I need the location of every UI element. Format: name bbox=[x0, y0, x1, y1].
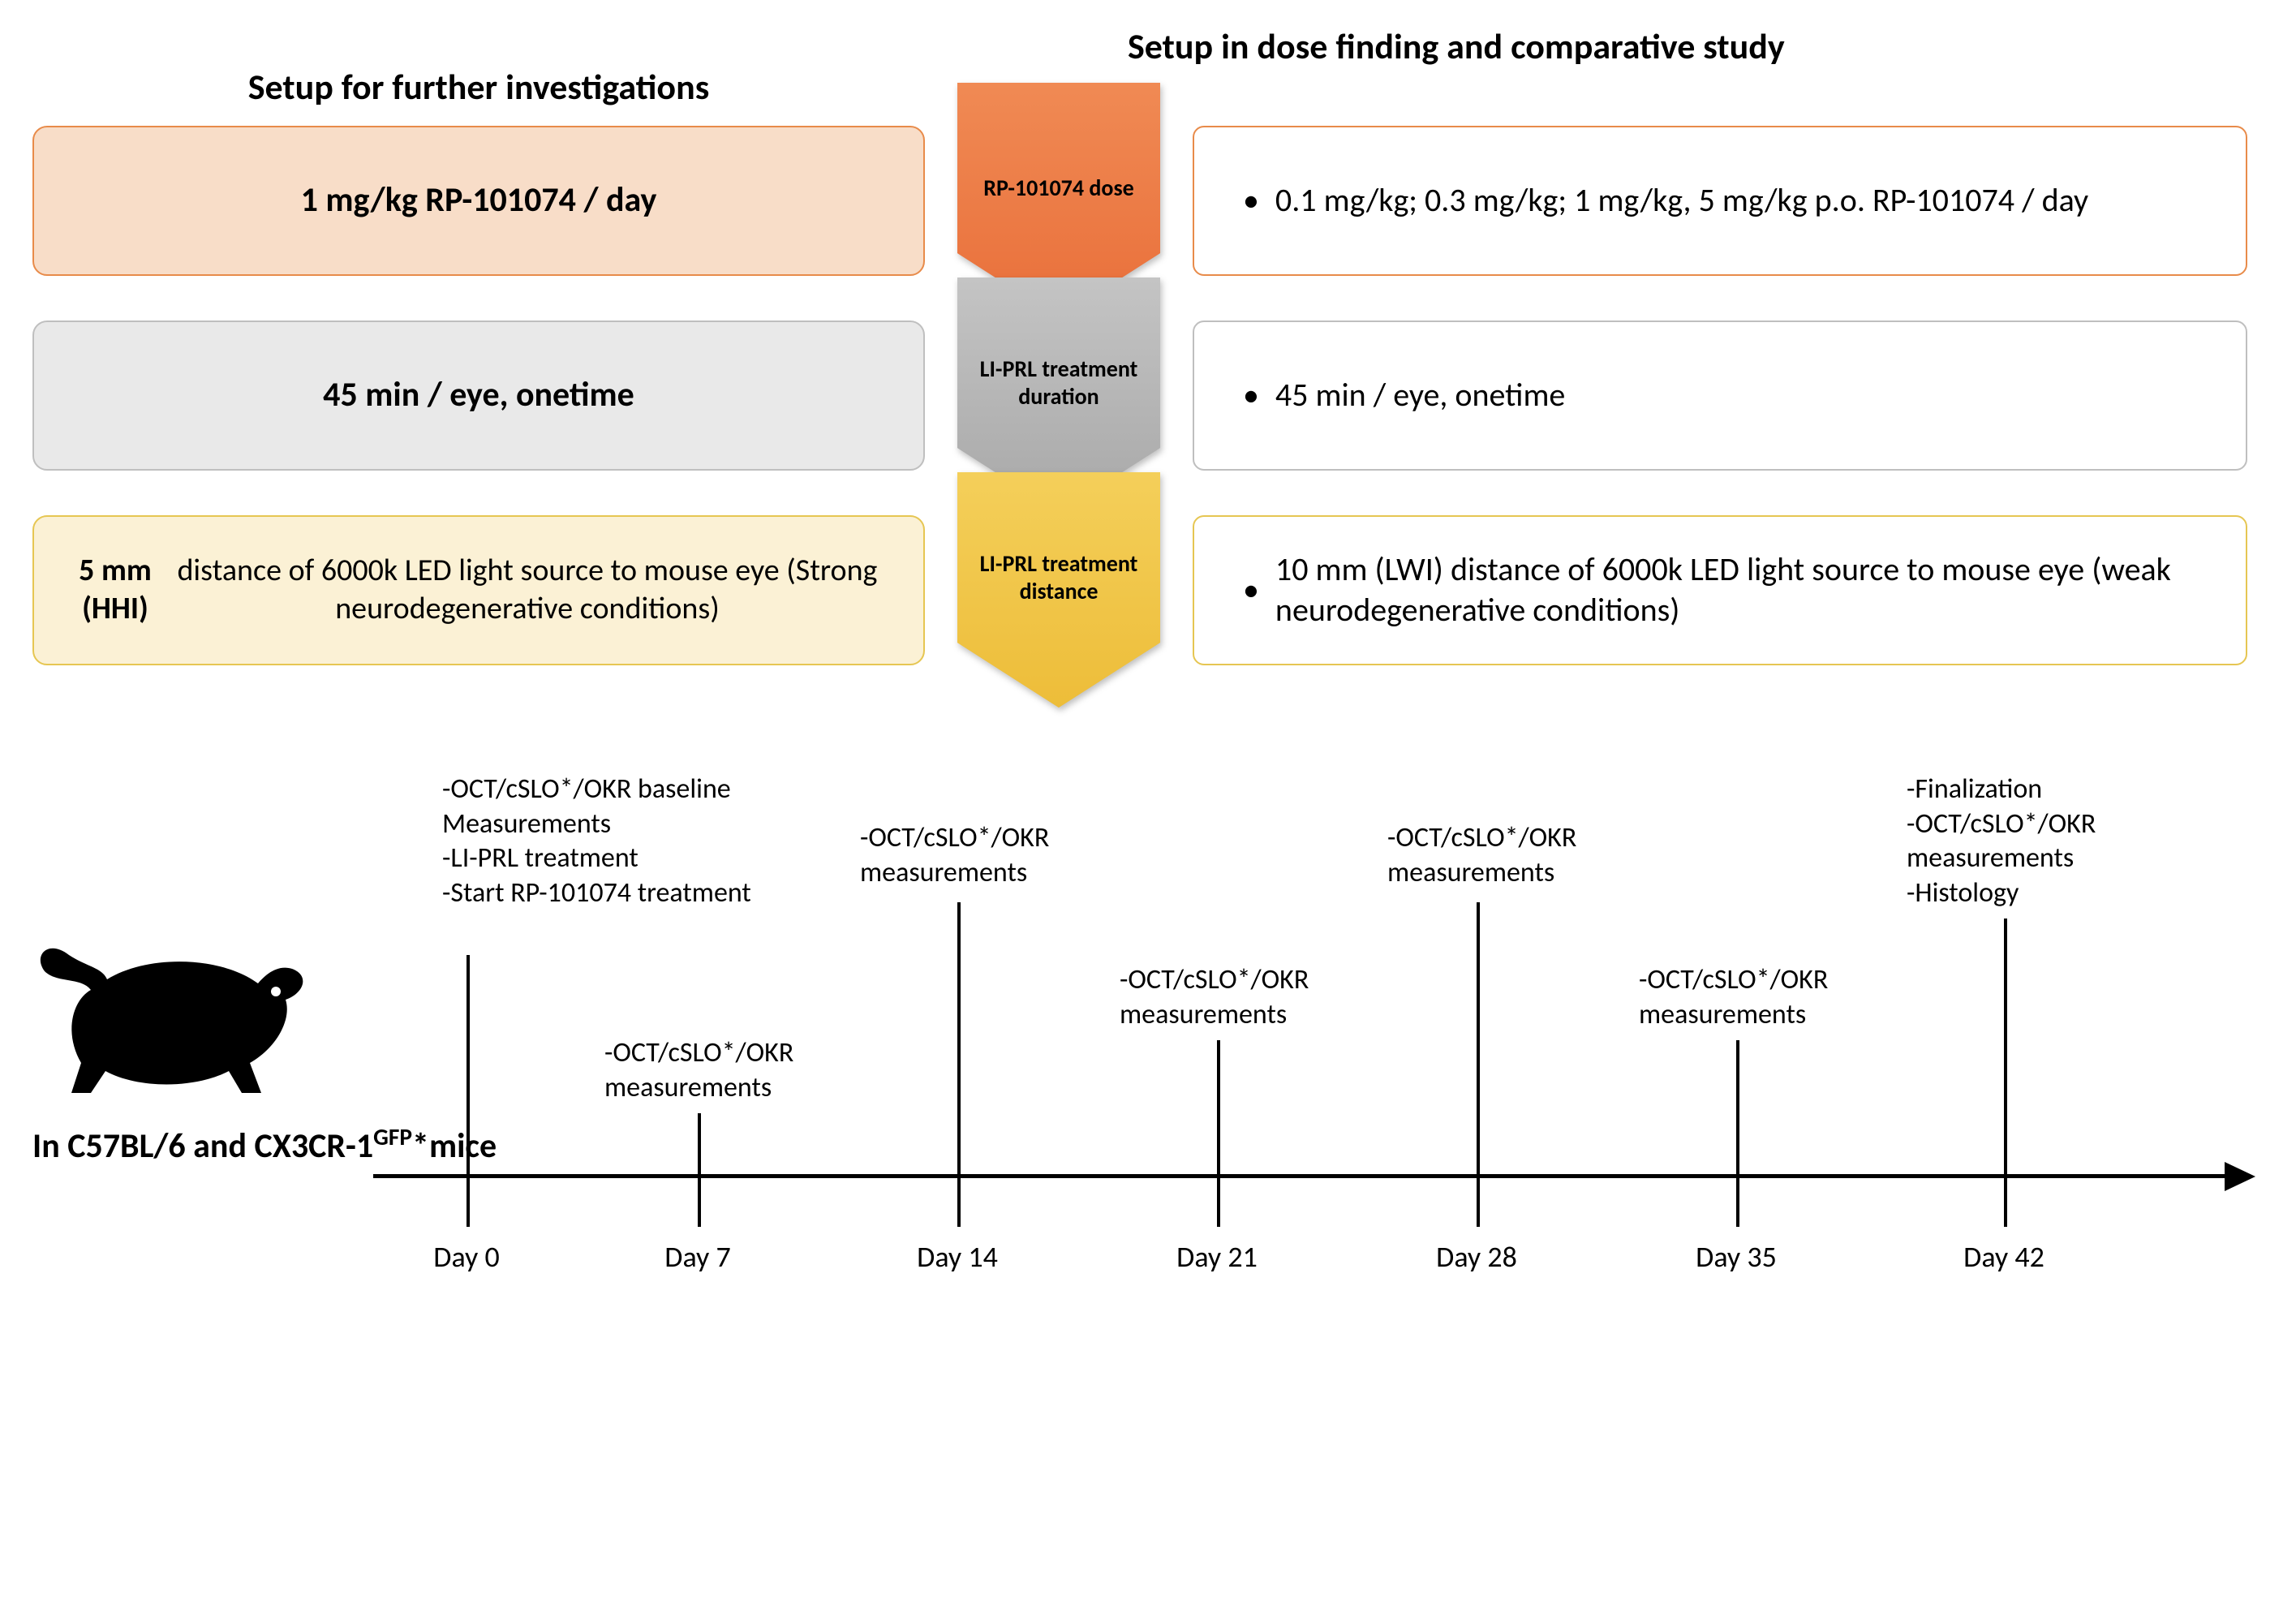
timeline-day-label: Day 42 bbox=[1963, 1239, 2044, 1275]
chevron-yellow: LI-PRL treatment distance bbox=[957, 472, 1160, 708]
timeline-tick bbox=[467, 955, 470, 1227]
timeline-event: -OCT/cSLO*/OKRmeasurements bbox=[1639, 963, 1828, 1032]
timeline-event: -OCT/cSLO*/OKRmeasurements bbox=[1387, 821, 1576, 890]
left-setup-box: 1 mg/kg RP-101074 / day bbox=[32, 126, 925, 276]
chevron-label: LI-PRL treatment distance bbox=[957, 550, 1160, 604]
timeline-day-label: Day 0 bbox=[433, 1239, 499, 1275]
header-left: Setup for further investigations bbox=[32, 65, 925, 109]
right-setup-text: 0.1 mg/kg; 0.3 mg/kg; 1 mg/kg, 5 mg/kg p… bbox=[1275, 180, 2213, 221]
left-setup-box: 45 min / eye, onetime bbox=[32, 321, 925, 471]
timeline-tick bbox=[1736, 1040, 1739, 1227]
chevron-label: RP-101074 dose bbox=[975, 174, 1142, 202]
timeline-day-label: Day 7 bbox=[664, 1239, 730, 1275]
timeline-day-label: Day 35 bbox=[1696, 1239, 1777, 1275]
timeline-event: -Finalization-OCT/cSLO*/OKRmeasurements-… bbox=[1907, 772, 2096, 910]
timeline-section: In C57BL/6 and CX3CR-1GFP*mice -OCT/cSLO… bbox=[32, 772, 2264, 1340]
right-setup-text: 10 mm (LWI) distance of 6000k LED light … bbox=[1275, 549, 2213, 630]
timeline-axis bbox=[373, 1174, 2231, 1178]
setup-row-orange: 1 mg/kg RP-101074 / day RP-101074 dose • 0.… bbox=[32, 115, 2264, 286]
timeline-tick bbox=[1217, 1040, 1220, 1227]
timeline-event: -OCT/cSLO*/OKRmeasurements bbox=[860, 821, 1049, 890]
timeline-tick bbox=[957, 902, 961, 1227]
right-setup-box: • 10 mm (LWI) distance of 6000k LED light… bbox=[1193, 515, 2247, 665]
bullet-icon: • bbox=[1243, 375, 1259, 415]
right-setup-box: • 45 min / eye, onetime bbox=[1193, 321, 2247, 471]
bullet-icon: • bbox=[1243, 180, 1259, 221]
setup-row-gray: 45 min / eye, onetime LI-PRL treatment du… bbox=[32, 310, 2264, 480]
right-setup-text: 45 min / eye, onetime bbox=[1275, 375, 2213, 415]
bullet-icon: • bbox=[1243, 570, 1259, 610]
chevron-label: LI-PRL treatment duration bbox=[957, 355, 1160, 410]
timeline-tick bbox=[698, 1113, 701, 1227]
setup-row-yellow: 5 mm (HHI) distance of 6000k LED light s… bbox=[32, 505, 2264, 675]
timeline-arrowhead-icon bbox=[2225, 1162, 2255, 1191]
right-setup-box: • 0.1 mg/kg; 0.3 mg/kg; 1 mg/kg, 5 mg/kg … bbox=[1193, 126, 2247, 276]
timeline-tick bbox=[2004, 919, 2007, 1227]
timeline-day-label: Day 21 bbox=[1176, 1239, 1258, 1275]
setup-comparison-section: Setup for further investigations Setup i… bbox=[32, 24, 2264, 675]
timeline-event: -OCT/cSLO*/OKR baselineMeasurements-LI-P… bbox=[442, 772, 751, 910]
timeline-day-label: Day 28 bbox=[1436, 1239, 1517, 1275]
timeline-tick bbox=[1477, 902, 1480, 1227]
mouse-icon bbox=[32, 927, 308, 1109]
timeline: -OCT/cSLO*/OKR baselineMeasurements-LI-P… bbox=[373, 772, 2264, 1340]
header-right: Setup in dose finding and comparative st… bbox=[1128, 24, 2264, 109]
timeline-day-label: Day 14 bbox=[917, 1239, 998, 1275]
timeline-event: -OCT/cSLO*/OKRmeasurements bbox=[1120, 963, 1309, 1032]
timeline-event: -OCT/cSLO*/OKRmeasurements bbox=[604, 1036, 793, 1105]
left-setup-box: 5 mm (HHI) distance of 6000k LED light s… bbox=[32, 515, 925, 665]
